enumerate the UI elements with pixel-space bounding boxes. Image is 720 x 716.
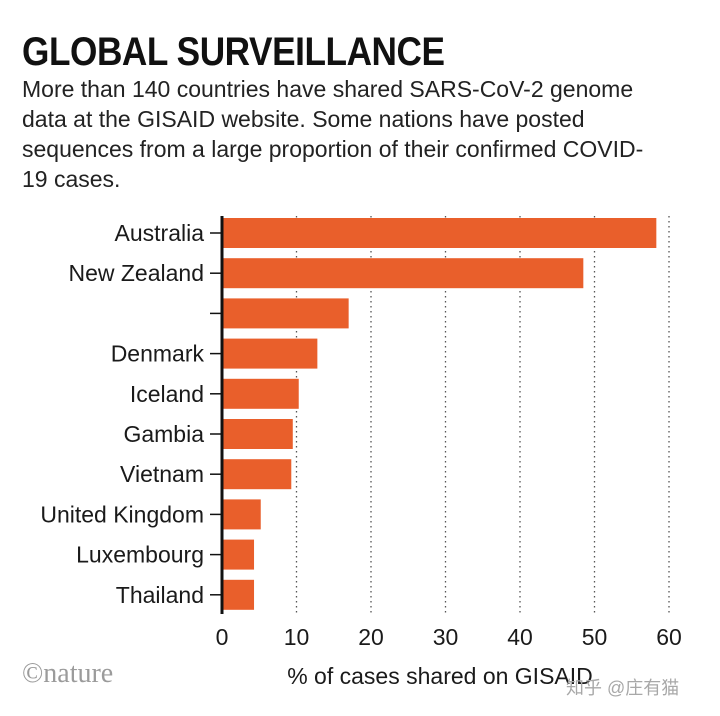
category-label: Denmark <box>111 341 205 367</box>
bar <box>222 499 261 530</box>
bar <box>222 419 293 449</box>
category-label: New Zealand <box>68 260 204 286</box>
category-label: Gambia <box>123 421 204 447</box>
category-label: Australia <box>115 220 205 246</box>
bar <box>222 338 318 369</box>
x-tick-label: 10 <box>284 624 310 650</box>
category-label: Vietnam <box>120 461 204 487</box>
bar <box>222 459 292 490</box>
bar <box>222 579 255 610</box>
x-tick-label: 60 <box>656 624 682 650</box>
bar <box>222 539 255 570</box>
x-tick-label: 20 <box>358 624 384 650</box>
x-tick-label: 40 <box>507 624 533 650</box>
zhihu-watermark: 知乎 @庄有猫 <box>566 678 680 698</box>
bar <box>222 258 584 289</box>
category-label: Thailand <box>116 582 204 608</box>
chart-title: GLOBAL SURVEILLANCE <box>22 30 445 74</box>
bar <box>222 218 657 248</box>
x-tick-label: 0 <box>216 624 229 650</box>
category-label: Luxembourg <box>76 542 204 568</box>
x-tick-label: 30 <box>433 624 459 650</box>
x-axis-label: % of cases shared on GISAID <box>287 663 593 689</box>
bar <box>222 378 299 409</box>
x-tick-label: 50 <box>582 624 608 650</box>
chart-subtitle: More than 140 countries have shared SARS… <box>22 76 644 192</box>
category-label: Iceland <box>130 381 204 407</box>
category-label: United Kingdom <box>40 501 204 527</box>
bar <box>222 298 349 329</box>
nature-logo: ©nature <box>22 658 114 689</box>
